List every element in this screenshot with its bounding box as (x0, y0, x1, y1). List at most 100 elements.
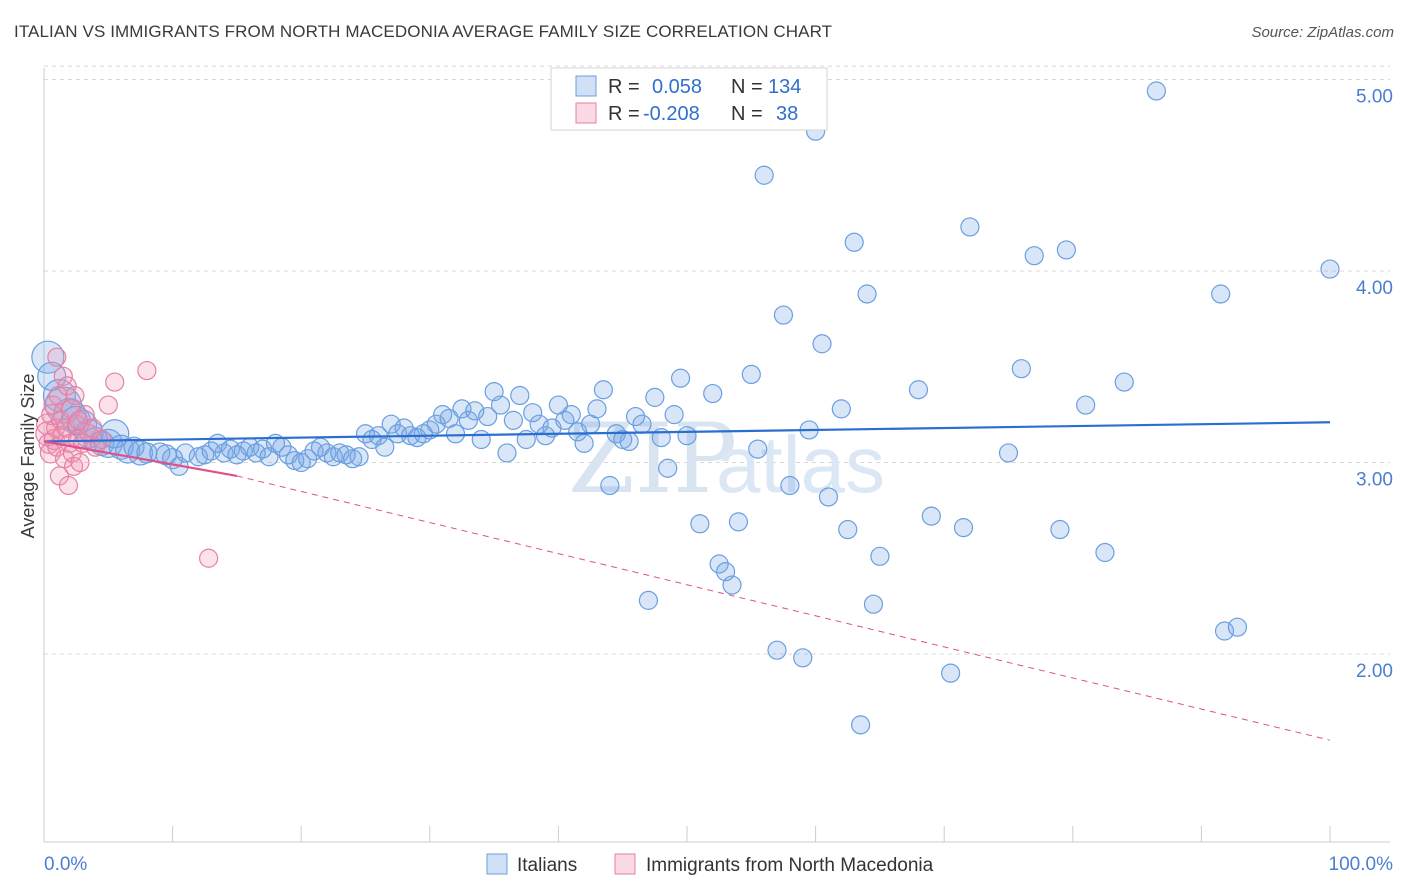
italians-point-71 (497, 443, 517, 463)
y-axis-label: Average Family Size (18, 374, 38, 539)
italians-point-77 (535, 426, 556, 446)
italians-point-63 (445, 424, 466, 444)
italians-point-111 (780, 475, 800, 496)
italians-point-99 (677, 426, 697, 446)
watermark: ZIP atlas (568, 403, 885, 515)
legend-r-value-1: 0.058 (652, 76, 702, 98)
italians-point-119 (844, 232, 864, 252)
italians-point-139 (1214, 621, 1235, 641)
italians-point-118 (838, 519, 858, 540)
italians-point-115 (812, 334, 832, 354)
italians-point-107 (748, 439, 768, 459)
grid-lines (44, 65, 1390, 655)
y-tick-label-2: 3.00 (1356, 470, 1393, 491)
italians-point-100 (690, 514, 710, 534)
macedonia-points (35, 347, 219, 568)
italians-point-96 (658, 458, 678, 478)
italians-point-22 (175, 443, 196, 463)
italians-point-127 (953, 518, 974, 538)
italians-point-104 (722, 575, 742, 595)
legend-r-label-1: R = (608, 76, 640, 98)
italians-point-85 (587, 399, 607, 419)
legend-r-label-2: R = (608, 103, 640, 125)
macedonia-point-15 (53, 366, 73, 386)
italians-point-75 (523, 403, 543, 423)
italians-point-90 (619, 431, 639, 452)
italians-point-110 (773, 305, 794, 325)
italians-point-53 (381, 414, 401, 434)
y-tick-label-1: 2.00 (1356, 661, 1393, 682)
italians-trend-line (43, 421, 1331, 443)
legend-swatch-pink (575, 102, 597, 124)
italians-point-134 (1076, 395, 1096, 415)
stats-legend: R = 0.058 N = 134 R = -0.208 N = 38 (550, 67, 828, 131)
watermark-zip: ZIP (568, 403, 737, 515)
series-label-italians: Italians (517, 855, 577, 876)
italians-point-121 (857, 284, 877, 304)
legend-n-label-1: N = (731, 76, 763, 98)
italians-point-91 (625, 406, 646, 427)
italians-point-40 (298, 449, 318, 469)
macedonia-point-19 (58, 475, 79, 496)
italians-point-92 (632, 414, 652, 434)
italians-point-86 (593, 380, 614, 400)
italians-point-83 (574, 433, 594, 453)
italians-point-135 (1095, 542, 1115, 563)
legend-box (550, 67, 828, 131)
italians-point-52 (375, 437, 395, 457)
macedonia-point-24 (65, 385, 85, 406)
italians-point-132 (1050, 519, 1070, 540)
italians-point-137 (1146, 81, 1166, 101)
italians-point-93 (638, 590, 659, 610)
trend-lines (43, 421, 1331, 741)
legend-swatch-blue (575, 75, 597, 97)
x-tick-label-start: 0.0% (44, 854, 87, 875)
axes (43, 68, 1390, 843)
italians-point-125 (921, 506, 941, 526)
italians-point-122 (863, 594, 884, 614)
chart-title: ITALIAN VS IMMIGRANTS FROM NORTH MACEDON… (14, 22, 833, 41)
italians-point-94 (645, 387, 665, 407)
macedonia-point-35 (105, 372, 125, 392)
italians-point-116 (818, 487, 839, 507)
axis-ticks: 2.00 3.00 4.00 5.00 0.0% 100.0% (44, 87, 1393, 876)
italians-point-97 (664, 405, 684, 425)
series-swatch-macedonia (614, 853, 636, 875)
italians-point-130 (1011, 359, 1031, 379)
italians-point-123 (870, 546, 890, 566)
italians-point-128 (960, 217, 980, 237)
legend-n-label-2: N = (731, 103, 763, 125)
series-legend: Italians Immigrants from North Macedonia (486, 853, 934, 876)
italians-point-102 (709, 554, 729, 574)
x-tick-label-end: 100.0% (1329, 854, 1394, 875)
italians-point-124 (908, 380, 929, 400)
legend-r-value-2: -0.208 (643, 103, 700, 125)
italians-point-68 (478, 406, 498, 427)
italians-point-141 (1320, 259, 1340, 279)
series-swatch-italians (486, 853, 508, 875)
macedonia-point-37 (199, 548, 219, 568)
italians-point-136 (1114, 372, 1134, 392)
legend-n-value-1: 134 (768, 76, 801, 98)
series-label-macedonia: Immigrants from North Macedonia (646, 855, 934, 876)
macedonia-point-27 (70, 452, 90, 473)
italians-point-73 (510, 385, 530, 406)
italians-point-81 (561, 405, 581, 425)
italians-point-138 (1211, 284, 1231, 304)
italians-point-133 (1056, 240, 1076, 260)
macedonia-point-18 (57, 376, 77, 396)
italians-point-72 (503, 410, 523, 430)
italians-point-101 (703, 383, 723, 404)
italians-point-112 (793, 648, 813, 668)
italians-point-109 (767, 640, 787, 660)
italians-point-105 (728, 512, 749, 532)
macedonia-point-10 (47, 347, 67, 367)
italians-point-48 (349, 447, 369, 467)
source-label: Source: ZipAtlas.com (1251, 24, 1394, 41)
italians-point-98 (670, 368, 691, 388)
italians-point-126 (941, 663, 961, 683)
italians-point-140 (1227, 617, 1248, 637)
macedonia-trend-line-dashed (236, 475, 1331, 741)
italians-point-106 (741, 364, 761, 385)
